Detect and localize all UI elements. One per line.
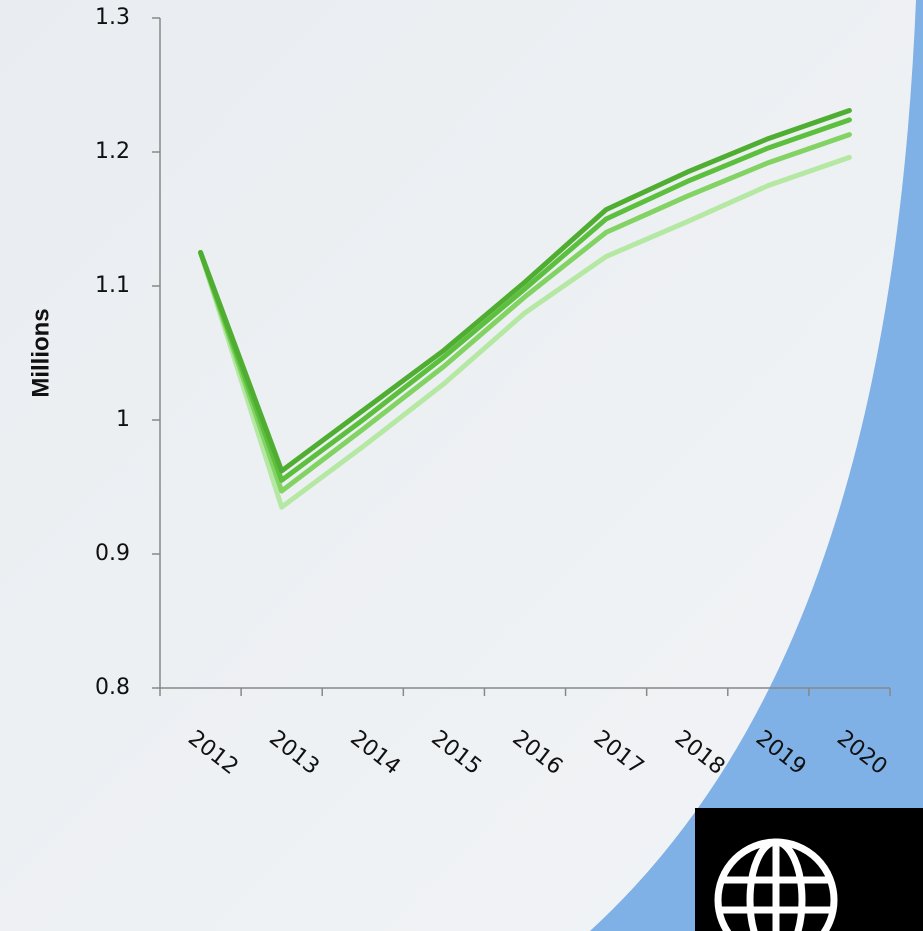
logo bbox=[695, 808, 923, 931]
series-line bbox=[198, 107, 852, 474]
series-line bbox=[198, 154, 852, 510]
y-tick-label: 1.3 bbox=[95, 5, 130, 30]
y-tick-label: 1.1 bbox=[95, 273, 130, 298]
background-swoosh bbox=[590, 0, 923, 931]
y-tick-label: 0.9 bbox=[95, 541, 130, 566]
y-tick-label: 0.8 bbox=[95, 675, 130, 700]
series-line bbox=[198, 132, 852, 494]
y-axis-label: Millions bbox=[27, 308, 54, 397]
y-tick-label: 1 bbox=[116, 407, 130, 432]
series-line bbox=[198, 117, 852, 483]
y-tick-label: 1.2 bbox=[95, 139, 130, 164]
